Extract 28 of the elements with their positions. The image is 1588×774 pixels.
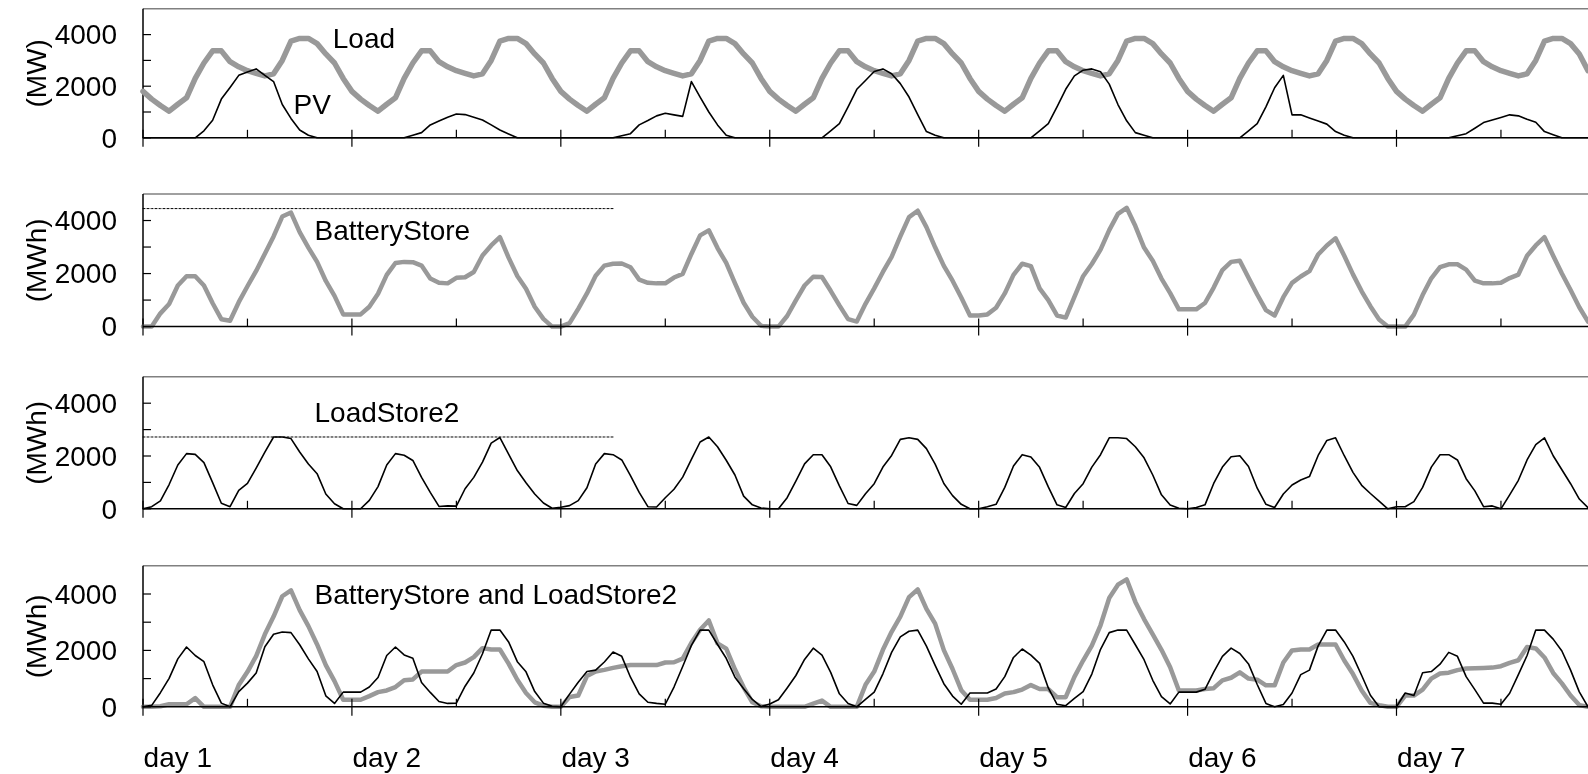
y-tick-label: 2000 — [54, 440, 117, 472]
x-tick-label: day 2 — [352, 741, 421, 773]
y-tick-label: 0 — [101, 691, 117, 723]
series-label: PV — [293, 89, 332, 121]
x-tick-label: day 5 — [979, 741, 1048, 773]
y-axis-title: (MW) — [20, 39, 52, 108]
x-tick-label: day 7 — [1397, 741, 1466, 773]
y-tick-label: 0 — [101, 311, 117, 343]
y-tick-label: 4000 — [54, 19, 117, 51]
y-axis-title: (MWh) — [20, 218, 52, 303]
y-tick-label: 0 — [101, 493, 117, 525]
series-label: BatteryStore — [314, 214, 471, 246]
series-label: Load — [332, 22, 396, 54]
y-tick-label: 4000 — [54, 205, 117, 237]
series-label: LoadStore2 — [314, 396, 460, 428]
y-tick-label: 0 — [101, 122, 117, 154]
y-axis-title: (MWh) — [20, 594, 52, 679]
x-tick-label: day 1 — [143, 741, 213, 773]
y-tick-label: 2000 — [54, 258, 117, 290]
y-axis-title: (MWh) — [20, 400, 52, 485]
y-tick-label: 2000 — [54, 635, 117, 667]
text: BatteryStore and LoadStore2 — [314, 578, 678, 610]
x-tick-label: day 6 — [1188, 741, 1257, 773]
x-tick-label: day 3 — [561, 741, 630, 773]
y-tick-label: 2000 — [54, 71, 117, 102]
y-tick-label: 4000 — [54, 578, 117, 610]
y-tick-label: 4000 — [54, 388, 117, 419]
x-tick-label: day 4 — [770, 741, 839, 773]
